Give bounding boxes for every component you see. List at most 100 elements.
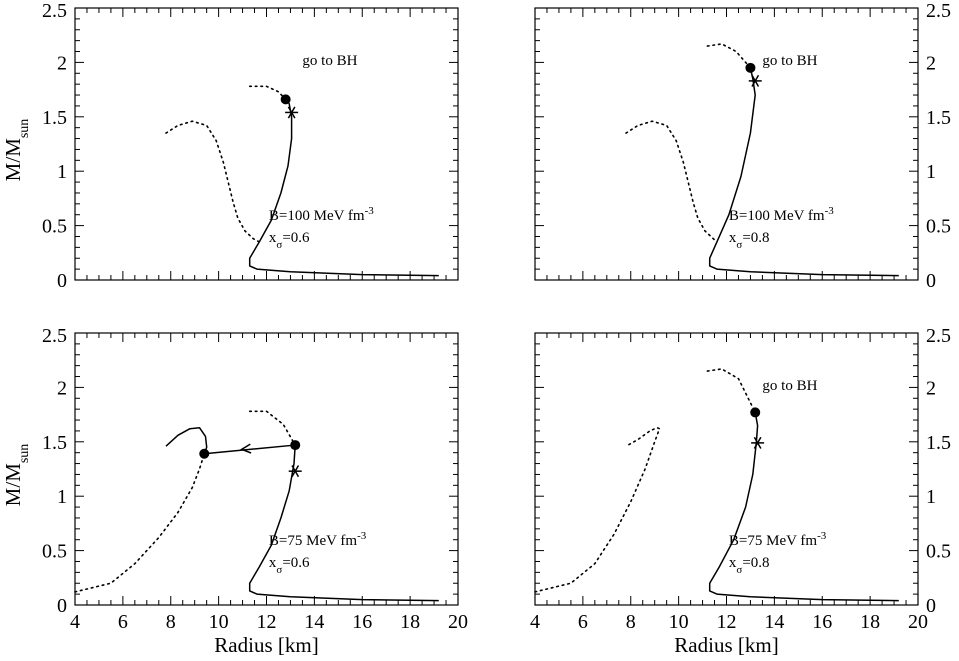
- max-mass-circle-marker: [290, 440, 301, 451]
- hadronic-star-curve-dotted: [248, 410, 297, 446]
- panel-top-right: 0 0.5 1 1.5 2 2.5 go to BH B=100 MeV fm-3 xσ=0.8: [534, 0, 951, 292]
- x-tick-label: 20: [908, 611, 928, 633]
- y-tick-label: 2.5: [42, 0, 67, 22]
- x-sigma-value: =0.6: [282, 555, 310, 571]
- quark-star-curve-dotted: [625, 120, 718, 243]
- x-tick-label: 4: [70, 611, 80, 633]
- y-tick-label: 1.5: [926, 107, 951, 129]
- y-tick-label: 0.5: [926, 216, 951, 238]
- y-tick-label: 0: [57, 270, 67, 292]
- y-axis-title-sub: sun: [17, 444, 32, 463]
- y-tick-label: 2: [926, 377, 936, 399]
- x-sigma-value: =0.6: [282, 230, 310, 246]
- y-tick-label: 0.5: [42, 541, 67, 563]
- y-tick-label: 2: [57, 377, 67, 399]
- go-to-bh-note: go to BH: [762, 53, 817, 69]
- y-tick-label: 2: [57, 52, 67, 74]
- y-tick-label: 1: [57, 486, 67, 508]
- x-sigma-sub: σ: [276, 239, 282, 251]
- bag-constant-exponent: -3: [365, 205, 375, 217]
- x-sigma-value: =0.8: [742, 555, 769, 571]
- quark-star-curve-solid: [165, 426, 208, 455]
- plot-frame: [534, 7, 919, 281]
- conversion-arrow-head: [240, 443, 252, 454]
- hadronic-star-curve-dotted: [706, 368, 757, 414]
- y-tick-label: 1: [926, 161, 936, 183]
- x-tick-label: 14: [304, 611, 324, 633]
- plot-frame: [74, 332, 459, 606]
- quark-star-curve-dotted: [74, 452, 206, 593]
- y-tick-label: 2.5: [926, 325, 951, 347]
- x-tick-label: 6: [118, 611, 128, 633]
- hadronic-star-curve-solid: [708, 67, 899, 277]
- go-to-bh-note: go to BH: [762, 378, 817, 394]
- y-tick-label: 1.5: [926, 432, 951, 454]
- x-sigma-label: xσ=0.6: [269, 230, 310, 251]
- y-axis-title-sub: sun: [17, 119, 32, 138]
- x-tick-label: 10: [669, 611, 689, 633]
- bag-constant-exponent: -3: [825, 205, 835, 217]
- x-sigma-label: xσ=0.8: [729, 230, 770, 251]
- x-tick-label: 12: [257, 611, 277, 633]
- y-axis-title: M/Msun: [1, 119, 32, 182]
- x-tick-label: 6: [578, 611, 588, 633]
- y-tick-label: 0.5: [926, 541, 951, 563]
- critical-mass-star-marker: [285, 106, 299, 119]
- y-tick-label: 1: [926, 486, 936, 508]
- x-tick-label: 20: [448, 611, 468, 633]
- max-mass-circle-marker: [750, 407, 761, 418]
- x-tick-label: 16: [812, 611, 832, 633]
- bag-constant-label: B=100 MeV fm-3: [729, 205, 834, 224]
- star-stroke: [753, 436, 762, 449]
- bag-constant-label: B=75 MeV fm-3: [269, 530, 367, 549]
- quark-star-curve-dotted: [534, 426, 661, 593]
- hadronic-star-curve-solid: [248, 98, 439, 277]
- x-tick-label: 18: [400, 611, 420, 633]
- y-tick-label: 0: [926, 595, 936, 617]
- plot-frame: [534, 332, 919, 606]
- x-sigma-sub: σ: [276, 564, 282, 576]
- x-sigma-sub: σ: [736, 564, 742, 576]
- max-mass-circle-marker: [199, 448, 210, 459]
- y-tick-label: 1: [57, 161, 67, 183]
- bag-constant-label: B=100 MeV fm-3: [269, 205, 374, 224]
- x-axis-title: Radius [km]: [674, 633, 778, 657]
- x-tick-label: 8: [626, 611, 636, 633]
- critical-mass-star-marker: [748, 74, 762, 87]
- max-mass-circle-marker: [280, 94, 291, 105]
- bag-constant-label: B=75 MeV fm-3: [729, 530, 827, 549]
- x-tick-label: 14: [764, 611, 784, 633]
- star-stroke: [751, 74, 760, 87]
- critical-mass-star-marker: [288, 465, 302, 478]
- x-sigma-sub: σ: [736, 239, 742, 251]
- panel-bottom-right: 0 0.5 1 1.5 2 2.5 4 6 8 10 12 14 16 18 20 Radius [km] go…: [530, 325, 951, 657]
- go-to-bh-note: go to BH: [302, 53, 357, 69]
- y-tick-label: 1.5: [42, 107, 67, 129]
- y-tick-label: 2.5: [42, 325, 67, 347]
- y-tick-label: 1.5: [42, 432, 67, 454]
- x-tick-label: 18: [860, 611, 880, 633]
- y-tick-label: 2: [926, 52, 936, 74]
- y-tick-label: 0: [57, 595, 67, 617]
- x-axis-title: Radius [km]: [214, 633, 318, 657]
- hadronic-star-curve-dotted: [248, 85, 287, 101]
- y-tick-label: 0.5: [42, 216, 67, 238]
- star-stroke: [291, 465, 300, 478]
- panel-bottom-left: 0 0.5 1 1.5 2 2.5 4 6 8 10 12 14 16 18 20 Radius [km] M/…: [1, 325, 468, 657]
- critical-mass-star-marker: [751, 436, 765, 449]
- max-mass-circle-marker: [745, 62, 756, 73]
- quark-star-curve-dotted: [165, 120, 261, 243]
- x-sigma-value: =0.8: [742, 230, 769, 246]
- hadronic-star-curve-dotted: [706, 43, 752, 69]
- x-tick-label: 12: [717, 611, 737, 633]
- plot-frame: [74, 7, 459, 281]
- x-tick-label: 16: [352, 611, 372, 633]
- x-sigma-label: xσ=0.6: [269, 555, 310, 576]
- bag-constant-exponent: -3: [357, 530, 367, 542]
- x-tick-label: 8: [166, 611, 176, 633]
- hadronic-star-curve-solid: [248, 445, 439, 602]
- y-tick-label: 0: [926, 270, 936, 292]
- bag-constant-exponent: -3: [817, 530, 827, 542]
- y-axis-title: M/Msun: [1, 444, 32, 507]
